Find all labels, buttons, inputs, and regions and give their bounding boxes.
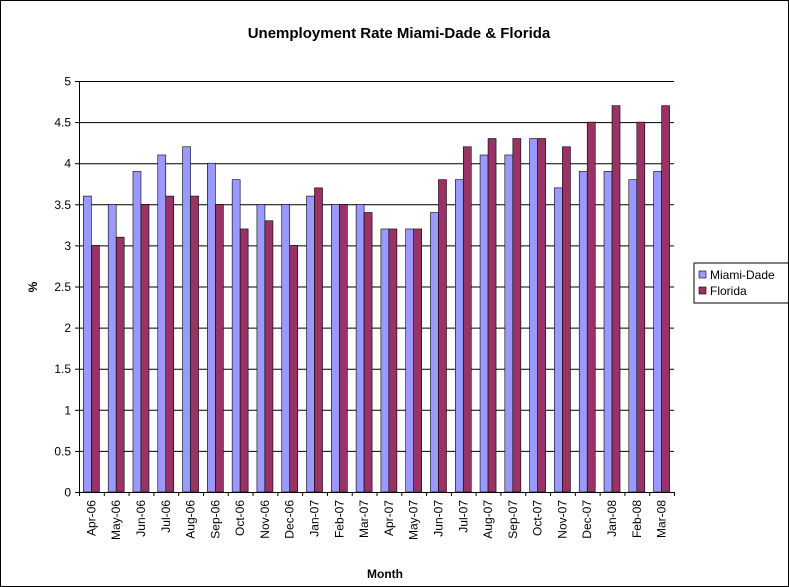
bar-miami-dade-nov-06: [256, 204, 266, 493]
bar-miami-dade-sep-07: [504, 154, 514, 493]
x-axis-title: Month: [367, 567, 403, 581]
bar-miami-dade-may-07: [405, 228, 414, 493]
x-tick-label: Sep-07: [506, 500, 520, 539]
bar-florida-may-06: [115, 236, 125, 493]
x-tick-label: Mar-08: [655, 500, 669, 538]
bar-florida-feb-07: [339, 204, 348, 493]
bar-florida-jul-07: [462, 146, 472, 493]
legend-label-miami-dade: Miami-Dade: [710, 268, 775, 282]
bar-florida-may-07: [413, 228, 422, 493]
bar-miami-dade-dec-07: [578, 171, 588, 493]
bar-miami-dade-nov-07: [554, 187, 563, 493]
y-axis-title: %: [26, 281, 40, 292]
x-tick-label: Jul-06: [159, 500, 173, 533]
bar-miami-dade-aug-06: [182, 146, 191, 493]
y-tick-label: 1.5: [54, 362, 71, 376]
plot-area: 0 0.5 1 1.5 2 2.5 3 3.5 4 4.5 5 Apr-06 May-06 Jun-06 J…: [54, 75, 675, 540]
bar-florida-jan-08: [611, 105, 621, 493]
bar-miami-dade-feb-08: [628, 179, 638, 493]
bar-florida-feb-08: [636, 121, 646, 493]
bar-florida-jun-06: [140, 204, 150, 493]
x-tick-label: Oct-06: [233, 500, 247, 536]
x-tick-label: May-06: [109, 500, 123, 540]
bar-miami-dade-jan-07: [306, 195, 315, 493]
x-tick-label: Dec-07: [580, 500, 594, 539]
bar-miami-dade-mar-08: [653, 171, 662, 493]
bar-florida-nov-06: [264, 220, 274, 493]
bar-miami-dade-may-06: [107, 204, 117, 493]
legend-swatch-florida: [698, 286, 707, 295]
x-tick-label: Nov-06: [258, 500, 272, 539]
bar-florida-dec-07: [586, 121, 596, 493]
bar-miami-dade-oct-06: [231, 179, 241, 493]
bar-florida-mar-08: [661, 105, 670, 493]
y-tick-label: 0: [64, 486, 71, 500]
bar-florida-aug-06: [190, 195, 199, 493]
bar-florida-oct-07: [537, 138, 546, 493]
bar-miami-dade-mar-07: [355, 204, 365, 493]
legend-label-florida: Florida: [710, 284, 747, 298]
bar-miami-dade-jan-08: [603, 171, 613, 493]
bar-florida-oct-06: [239, 228, 249, 493]
x-tick-label: Feb-08: [630, 500, 644, 538]
legend-box: [693, 262, 788, 304]
x-tick-label: Apr-06: [84, 500, 98, 536]
chart-title: Unemployment Rate Miami-Dade & Florida: [248, 25, 551, 42]
bar-miami-dade-jul-07: [454, 179, 464, 493]
x-tick-label: Aug-06: [184, 500, 198, 539]
y-tick-label: 0.5: [54, 444, 71, 458]
y-tick-label: 4: [64, 157, 71, 171]
x-tick-label: Oct-07: [531, 500, 545, 536]
bar-florida-apr-06: [91, 245, 100, 493]
x-tick-label: May-07: [407, 500, 421, 540]
x-tick-label: Feb-07: [332, 500, 346, 538]
bar-miami-dade-feb-07: [331, 204, 340, 493]
bar-miami-dade-aug-07: [479, 154, 489, 493]
bar-miami-dade-dec-06: [281, 204, 291, 493]
x-tick-label: Jun-07: [431, 500, 445, 537]
bar-florida-sep-07: [512, 138, 522, 493]
bar-florida-apr-07: [388, 228, 398, 493]
bar-florida-jul-06: [165, 195, 175, 493]
legend: Miami-Dade Florida: [693, 262, 788, 304]
bar-miami-dade-oct-07: [529, 138, 538, 493]
bar-florida-jun-07: [438, 179, 447, 493]
y-tick-label: 4.5: [54, 116, 71, 130]
legend-swatch-miami-dade: [698, 270, 707, 279]
bar-miami-dade-jun-06: [132, 171, 142, 493]
x-tick-label: Nov-07: [555, 500, 569, 539]
bar-florida-mar-07: [363, 212, 373, 493]
x-tick-label: Mar-07: [357, 500, 371, 538]
bar-florida-sep-06: [215, 204, 224, 493]
y-tick-label: 3: [64, 239, 71, 253]
x-tick-label: Jun-06: [134, 500, 148, 537]
bar-florida-dec-06: [289, 245, 299, 493]
bar-miami-dade-jun-07: [430, 212, 439, 493]
bar-florida-aug-07: [487, 138, 497, 493]
x-tick-label: Jan-08: [605, 500, 619, 537]
bar-miami-dade-apr-07: [380, 228, 390, 493]
y-tick-label: 1: [64, 403, 71, 417]
x-tick-label: Apr-07: [382, 500, 396, 536]
bar-miami-dade-sep-06: [207, 162, 216, 493]
bar-miami-dade-apr-06: [83, 195, 92, 493]
x-tick-label: Aug-07: [481, 500, 495, 539]
x-tick-label: Dec-06: [283, 500, 297, 539]
x-tick-label: Jan-07: [308, 500, 322, 537]
x-tick-label: Sep-06: [208, 500, 222, 539]
bar-florida-nov-07: [562, 146, 571, 493]
bar-miami-dade-jul-06: [157, 154, 167, 493]
y-tick-label: 3.5: [54, 198, 71, 212]
x-tick-label: Jul-07: [456, 500, 470, 533]
bar-florida-jan-07: [314, 187, 323, 493]
y-tick-label: 2.5: [54, 280, 71, 294]
y-tick-label: 2: [64, 321, 71, 335]
y-tick-label: 5: [64, 75, 71, 89]
